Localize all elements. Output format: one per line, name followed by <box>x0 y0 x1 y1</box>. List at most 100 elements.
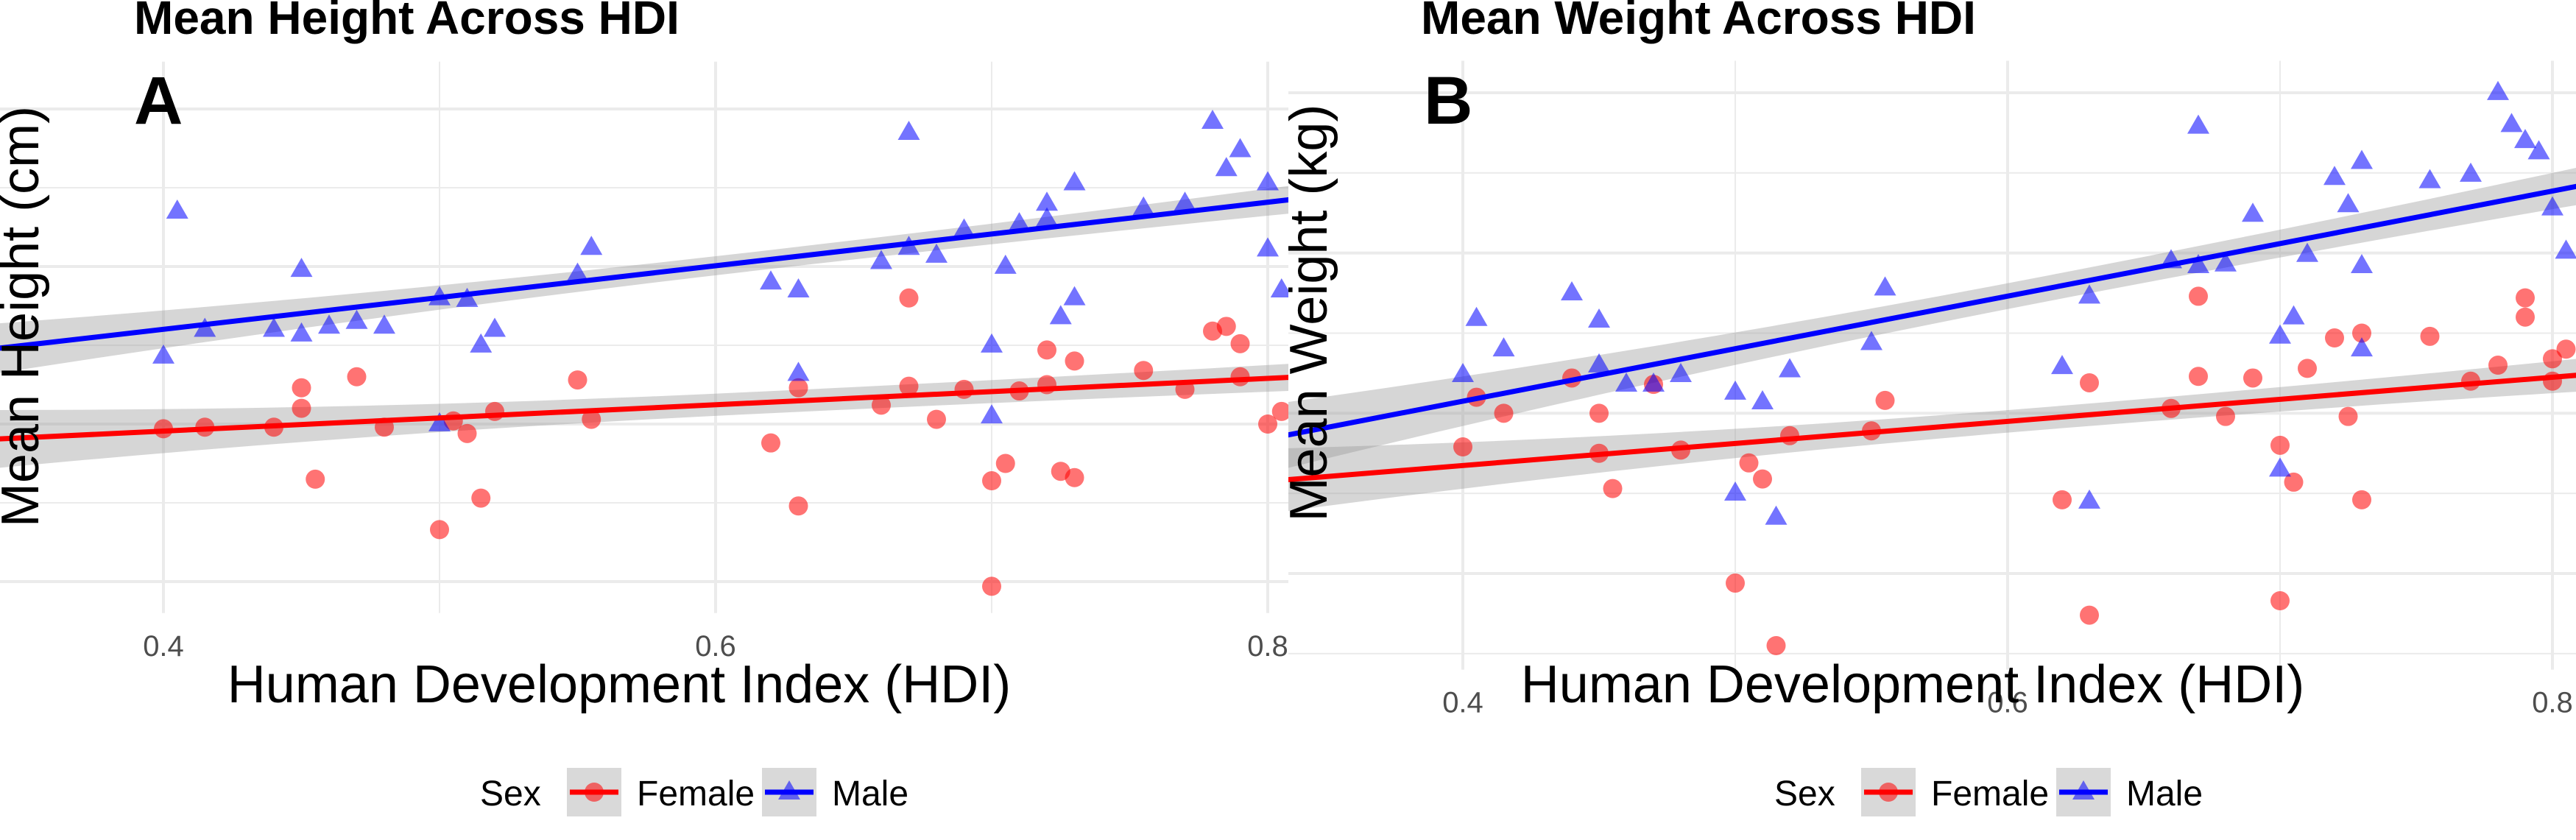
weight-point-female <box>2053 490 2072 509</box>
weight-point-female <box>1766 635 1786 655</box>
height-point-female <box>927 409 946 429</box>
height-point-female <box>1065 351 1084 371</box>
height-point-male <box>1174 191 1196 211</box>
weight-point-male <box>1588 308 1610 328</box>
weight-point-male <box>1492 337 1515 357</box>
weight-x-tick-label: 0.8 <box>2532 687 2573 719</box>
weight-point-female <box>1726 573 1745 593</box>
weight-point-male <box>2242 202 2264 222</box>
height-point-female <box>1230 333 1250 353</box>
weight-point-male <box>1874 276 1896 296</box>
weight-point-male <box>2078 489 2100 509</box>
weight-point-male <box>1765 505 1788 525</box>
weight-point-male <box>2527 140 2550 160</box>
height-point-female <box>788 378 808 398</box>
height-point-male <box>1036 207 1058 227</box>
height-point-male <box>580 236 603 255</box>
height-point-male <box>760 270 782 290</box>
weight-point-female <box>2543 349 2562 369</box>
weight-point-male <box>1860 331 1882 350</box>
weight-point-female <box>2338 406 2358 426</box>
height-legend-triangle-icon <box>778 780 800 800</box>
weight-point-male <box>2282 305 2305 325</box>
weight-point-male <box>2351 337 2373 357</box>
weight-ci-band-male <box>1288 168 2576 468</box>
weight-point-female <box>2284 472 2304 492</box>
height-point-male <box>318 314 340 334</box>
height-fit-line-male <box>0 197 1288 351</box>
height-y-axis-label: Mean Height (cm) <box>0 106 50 527</box>
weight-point-male <box>2187 114 2209 134</box>
height-point-male <box>1008 212 1031 232</box>
weight-point-female <box>2189 286 2208 306</box>
weight-point-male <box>2078 284 2100 304</box>
weight-point-male <box>1615 373 1637 392</box>
height-point-female <box>982 471 1001 491</box>
height-x-tick-label: 0.8 <box>1247 630 1288 663</box>
weight-point-female <box>1875 390 1895 410</box>
height-point-female <box>1230 367 1250 387</box>
height-point-male <box>981 333 1003 353</box>
height-point-female <box>457 423 477 443</box>
height-point-male <box>428 412 451 431</box>
height-point-female <box>1065 467 1084 487</box>
height-point-male <box>166 199 188 219</box>
weight-point-male <box>2351 253 2373 273</box>
height-chart-title: Mean Height Across HDI <box>134 0 680 44</box>
height-point-male <box>566 262 589 282</box>
weight-point-male <box>2460 162 2482 182</box>
height-legend-circle-icon <box>585 783 604 802</box>
weight-point-female <box>2298 359 2317 378</box>
height-axis-ticks: 0.40.60.8150160170180 <box>143 630 1288 663</box>
weight-point-male <box>2337 193 2360 213</box>
weight-legend-female: Female <box>1931 774 2049 813</box>
weight-point-male <box>2487 80 2509 100</box>
height-point-male <box>787 361 810 381</box>
weight-point-female <box>2420 326 2440 346</box>
height-point-male <box>456 287 479 307</box>
height-fit-lines <box>0 197 1288 442</box>
weight-point-female <box>2080 373 2099 392</box>
height-point-male <box>263 317 285 337</box>
weight-legend: Sex Female Male <box>1774 768 2203 816</box>
weight-grid <box>1288 60 2576 670</box>
weight-point-male <box>2351 149 2373 169</box>
height-point-female <box>995 453 1015 473</box>
weight-point-female <box>2270 591 2290 611</box>
height-point-male <box>1215 157 1238 177</box>
height-point-male <box>345 309 368 329</box>
weight-ci-band-female <box>1288 359 2576 512</box>
weight-point-male <box>2187 253 2209 273</box>
height-point-female <box>568 370 587 390</box>
weight-point-male <box>2514 129 2536 149</box>
height-point-male <box>925 243 948 263</box>
height-point-female <box>788 496 808 516</box>
height-point-male <box>373 314 395 334</box>
height-chart: 0.40.60.8150160170180 Mean Height Across… <box>0 0 1288 816</box>
weight-point-female <box>1780 426 1799 445</box>
height-point-female <box>306 469 325 489</box>
weight-point-male <box>1779 358 1801 378</box>
height-point-female <box>1258 414 1277 434</box>
height-fit-line-female <box>0 375 1288 442</box>
weight-point-male <box>2269 324 2291 344</box>
height-point-male <box>953 218 975 238</box>
weight-axis-ticks: 0.40.60.850607080 <box>1442 687 2573 719</box>
height-point-male <box>152 344 174 364</box>
height-x-tick-label: 0.6 <box>695 630 736 663</box>
height-point-female <box>471 488 491 508</box>
height-point-male <box>1132 196 1155 216</box>
height-point-male <box>1257 237 1279 257</box>
weight-fit-line-female <box>1288 373 2576 483</box>
height-point-female <box>982 576 1001 596</box>
weight-point-female <box>2243 368 2262 388</box>
height-ci-band-male <box>0 186 1288 373</box>
weight-point-female <box>1739 453 1759 473</box>
height-point-female <box>1271 401 1288 421</box>
height-x-axis-label: Human Development Index (HDI) <box>227 655 1011 714</box>
weight-legend-title: Sex <box>1774 774 1835 813</box>
weight-point-male <box>2418 169 2441 188</box>
weight-point-female <box>2189 367 2208 387</box>
weight-point-male <box>2296 242 2318 262</box>
weight-confidence-bands <box>1288 168 2576 512</box>
